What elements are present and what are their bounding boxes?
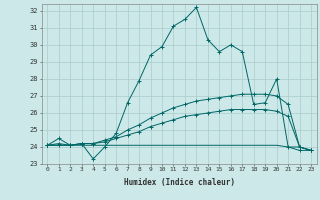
X-axis label: Humidex (Indice chaleur): Humidex (Indice chaleur)	[124, 178, 235, 187]
